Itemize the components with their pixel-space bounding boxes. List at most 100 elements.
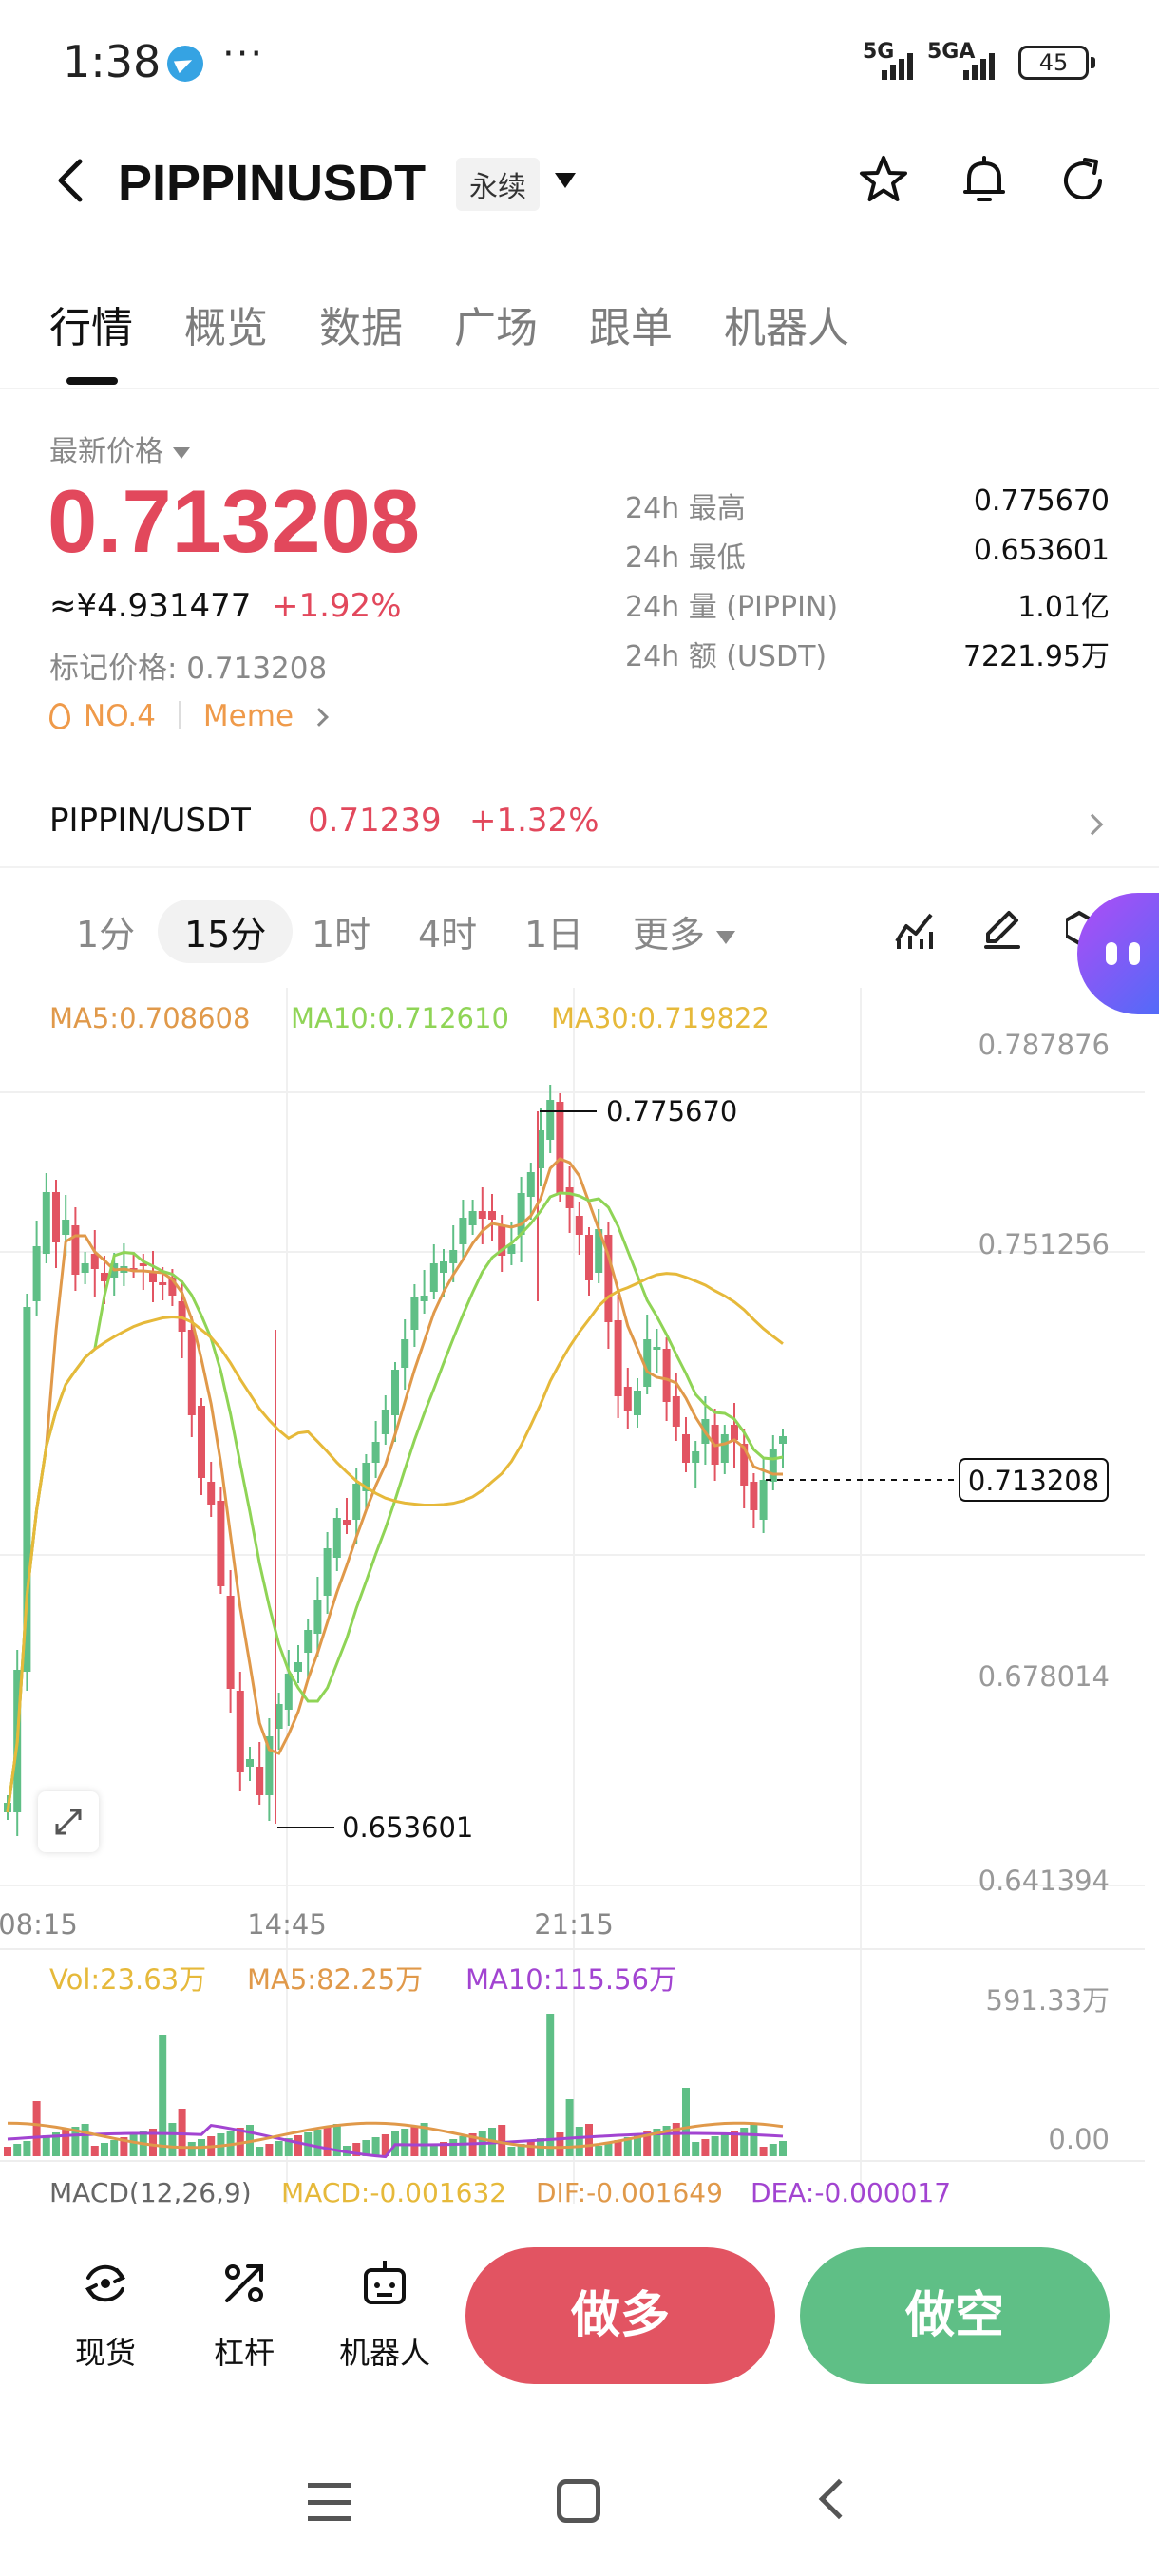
- refresh-icon[interactable]: [1054, 152, 1112, 209]
- ma5-legend: MA5:0.708608: [49, 1002, 250, 1034]
- recent-apps-icon[interactable]: [308, 2483, 352, 2521]
- home-icon[interactable]: [557, 2479, 600, 2523]
- stat-row: 24h 最低 0.653601: [625, 534, 1110, 575]
- long-button[interactable]: 做多: [466, 2247, 775, 2384]
- volume-bar: [81, 2124, 89, 2156]
- volume-bar: [23, 2141, 31, 2156]
- interval-1d[interactable]: 1日: [524, 914, 584, 956]
- volume-bar: [32, 2101, 41, 2156]
- candle-body: [459, 1218, 467, 1244]
- tab-data[interactable]: 数据: [319, 304, 403, 352]
- spot-pair-name: PIPPIN/USDT: [49, 802, 251, 840]
- fullscreen-button[interactable]: [38, 1791, 99, 1852]
- x-tick-label: 21:15: [534, 1908, 614, 1941]
- robot-shortcut[interactable]: 机器人: [332, 2255, 437, 2373]
- volume-bar: [129, 2134, 138, 2156]
- latest-price-label[interactable]: 最新价格: [49, 427, 190, 469]
- candle-body: [52, 1192, 60, 1242]
- kline-chart[interactable]: MA5:0.708608 MA10:0.712610 MA30:0.719822 0.…: [0, 988, 1159, 2208]
- candle-body: [391, 1370, 399, 1415]
- candle-body: [159, 1282, 167, 1285]
- candle-body: [294, 1662, 302, 1672]
- volume-bar: [662, 2126, 671, 2156]
- chevron-right-icon: [1081, 813, 1104, 836]
- volume-bar: [4, 2147, 11, 2156]
- candle-body: [323, 1548, 332, 1596]
- volume-bar: [565, 2099, 574, 2156]
- tab-square[interactable]: 广场: [454, 304, 538, 352]
- status-bar: 1:38 ··· 5G 5GA 45: [0, 0, 1159, 123]
- y-tick-label: 0.751256: [978, 1228, 1110, 1260]
- volume-bar: [440, 2142, 447, 2156]
- tab-market[interactable]: 行情: [49, 304, 133, 352]
- candle-body: [198, 1406, 205, 1478]
- volume-bar: [265, 2144, 274, 2156]
- contract-type-badge[interactable]: 永续: [456, 158, 540, 211]
- network-5ga-label: 5GA: [927, 40, 976, 64]
- spot-shortcut[interactable]: 现货: [53, 2255, 158, 2373]
- tab-active-indicator: [66, 377, 118, 385]
- stat-row: 24h 额 (USDT) 7221.95万: [625, 640, 1110, 673]
- candle-body: [643, 1339, 652, 1387]
- current-price-box: [959, 1458, 1109, 1502]
- volume-bar: [711, 2136, 719, 2156]
- candle-body: [429, 1263, 438, 1292]
- tab-copy-trading[interactable]: 跟单: [589, 304, 673, 352]
- candle-body: [352, 1484, 361, 1520]
- spot-pair-row[interactable]: PIPPIN/USDT 0.71239 +1.32%: [0, 786, 1159, 872]
- more-notifications-icon: ···: [222, 32, 265, 76]
- status-time: 1:38: [63, 36, 162, 87]
- interval-15m[interactable]: 15分: [158, 900, 294, 963]
- interval-bar: 1分 15分 1时 4时 1日 更多: [0, 888, 1159, 974]
- candle-body: [565, 1187, 574, 1208]
- candle-body: [32, 1246, 41, 1301]
- candle-body: [381, 1410, 390, 1434]
- candle-body: [314, 1600, 322, 1634]
- bell-icon[interactable]: [956, 152, 1013, 209]
- ma10-legend: MA10:0.712610: [291, 1002, 509, 1034]
- interval-1h[interactable]: 1时: [312, 914, 371, 956]
- volume-bar: [410, 2126, 419, 2156]
- interval-1m[interactable]: 1分: [76, 914, 136, 956]
- candle-body: [207, 1482, 216, 1505]
- volume-bar: [168, 2123, 177, 2156]
- short-button[interactable]: 做空: [800, 2247, 1110, 2384]
- y-tick-label: 0.641394: [978, 1865, 1110, 1897]
- rank-label: NO.4: [84, 699, 156, 733]
- volume-bar: [526, 2141, 535, 2156]
- candle-body: [595, 1229, 603, 1273]
- leverage-icon: [225, 2264, 263, 2302]
- volume-bar: [187, 2142, 196, 2156]
- system-back-icon[interactable]: [818, 2478, 860, 2520]
- candle-body: [410, 1297, 419, 1330]
- chevron-right-icon: [310, 708, 329, 727]
- volume-bar: [701, 2139, 710, 2156]
- candle-body: [546, 1100, 555, 1140]
- tab-overview[interactable]: 概览: [184, 304, 268, 352]
- candle-body: [101, 1273, 108, 1281]
- volume-ma10-legend: MA10:115.56万: [466, 1963, 676, 1996]
- candle-body: [692, 1451, 700, 1463]
- volume-bar: [401, 2129, 409, 2156]
- draw-pen-icon[interactable]: [980, 907, 1024, 951]
- divider: [0, 388, 1159, 389]
- interval-4h[interactable]: 4时: [418, 914, 478, 956]
- rank-row[interactable]: NO.4 Meme: [49, 699, 329, 733]
- chevron-down-icon[interactable]: [555, 173, 576, 188]
- kline-chart-svg[interactable]: MA5:0.708608 MA10:0.712610 MA30:0.719822 0.…: [0, 988, 1159, 2208]
- indicator-icon[interactable]: [893, 907, 937, 951]
- interval-more[interactable]: 更多: [633, 905, 736, 957]
- volume-bar: [672, 2123, 680, 2156]
- volume-bar: [90, 2146, 99, 2156]
- volume-bar: [362, 2140, 370, 2156]
- volume-bar: [692, 2142, 700, 2156]
- candle-body: [440, 1261, 447, 1273]
- candle-body: [149, 1273, 157, 1282]
- tab-bots[interactable]: 机器人: [724, 304, 849, 352]
- star-icon[interactable]: [855, 152, 912, 209]
- chevron-left-icon[interactable]: [53, 158, 87, 203]
- leverage-shortcut[interactable]: 杠杆: [192, 2255, 296, 2373]
- volume-bar: [429, 2145, 438, 2156]
- volume-ma5-legend: MA5:82.25万: [247, 1963, 423, 1996]
- flame-icon: [49, 703, 70, 729]
